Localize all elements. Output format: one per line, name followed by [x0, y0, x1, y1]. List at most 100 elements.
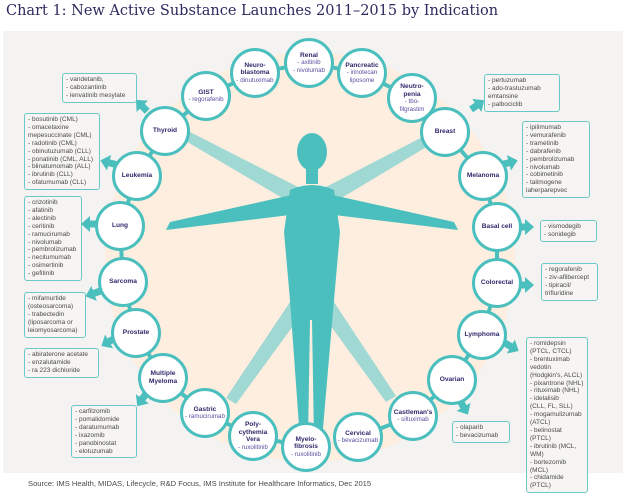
drug-list-item: - ra 223 dichloride: [28, 366, 81, 374]
drug-list-box-prostate: - abiraterone acetate - enzalutamide - ra …: [24, 348, 99, 378]
drug-list-box-multiplemyeloma: - carfilzomib - pomalidomide - daratumumab…: [71, 405, 137, 459]
drug-list-box-sarcoma: - mifamurtide (osteosarcoma) - trabectedi…: [24, 292, 86, 338]
drug-list-item: - ramucirumab: [28, 230, 70, 238]
drug-list-box-lymphoma: - romidepsin (PTCL, CTCL) - brentuximab v…: [526, 337, 588, 494]
indication-drugs: - bevacizumab: [337, 437, 379, 445]
drug-list-item: - osimertinib: [28, 262, 64, 270]
indication-circle-thyroid: Thyroid: [140, 106, 190, 156]
indication-name: Ovarian: [439, 376, 465, 384]
arrow-icon: [503, 339, 519, 354]
drug-list-item: - bortezomib (MCL): [530, 458, 567, 474]
drug-list-item: - ceritinib: [28, 222, 55, 230]
chart-title: Chart 1: New Active Substance Launches 2…: [6, 3, 499, 19]
spread-right-leg: [312, 290, 396, 402]
indication-name: Leukemia: [121, 172, 153, 180]
drug-list-item: - ofatumumab (CLL): [28, 179, 87, 187]
drug-list-item: - tipiracil/ trifluridine: [545, 281, 574, 297]
drug-list-item: - ado-trastuzumab emtansine: [488, 84, 541, 100]
drug-list-item: - afatinib: [28, 206, 53, 214]
drug-list-item: - elotuzumab: [75, 447, 113, 455]
indication-name: Melanoma: [466, 172, 500, 180]
drug-list-box-leukemia: - bosutinib (CML) - omacetaxine mepesucci…: [24, 113, 100, 191]
indication-circle-gastric: Gastric - ramucirumab: [180, 388, 230, 438]
indication-drugs: - tbo- filgrastim: [399, 98, 425, 113]
arrow-icon: [469, 98, 485, 113]
indication-circle-castlemans: Castleman's - siltuximab: [388, 391, 438, 441]
drug-list-item: - blinatumomab (ALL): [28, 163, 91, 171]
indication-name: Multiple Myeloma: [148, 370, 178, 385]
arrow-icon: [81, 216, 97, 232]
drug-list-item: - dabrafenib: [526, 147, 561, 155]
drug-list-box-breast: - pertuzumab - ado-trastuzumab emtansine -…: [484, 74, 560, 112]
indication-circle-pancreatic: Pancreatic - irinotecan liposome: [337, 48, 387, 98]
left-arm: [166, 194, 298, 230]
indication-circle-basalcell: Basal cell: [472, 202, 522, 252]
indication-name: GIST: [198, 88, 214, 96]
right-arm: [326, 194, 458, 230]
indication-circle-myelofibrosis: Myelo- fibrosis - ruxolitinib: [281, 422, 331, 472]
drug-list-item: - ipilimumab: [526, 124, 562, 131]
indication-name: Poly- cythemia Vera: [238, 420, 268, 444]
drug-list-item: - ibrutinib (CLL): [28, 171, 73, 179]
indication-name: Castleman's: [393, 408, 433, 416]
drug-list-item: - olaparib: [456, 424, 484, 431]
indication-drugs: - dinutuximab: [236, 76, 274, 84]
drug-list-item: - obinutuzumab (CLL): [28, 147, 91, 155]
drug-list-item: - panobinostat: [75, 439, 117, 447]
drug-list-item: - vandetanib,: [66, 76, 104, 83]
indication-name: Prostate: [122, 329, 150, 337]
indication-drugs: - irinotecan liposome: [346, 69, 378, 84]
drug-list-item: - vemurafenib: [526, 131, 566, 139]
drug-list-item: - ponatinib (CML, ALL): [28, 155, 94, 163]
indication-circle-neuroblastoma: Neuro- blastoma - dinutuximab: [230, 48, 280, 98]
drug-list-item: - necitumumab: [28, 254, 71, 262]
indication-name: Pancreatic: [345, 61, 379, 69]
drug-list-item: - bevacizumab: [456, 431, 499, 439]
indication-drugs: - siltuximab: [397, 416, 429, 424]
drug-list-item: - belinostat (PTCL): [530, 426, 562, 442]
drug-list-item: - mogamulizumab (ATCL): [530, 411, 582, 427]
drug-list-item: - ixazomib: [75, 431, 105, 439]
indication-circle-multiplemyeloma: Multiple Myeloma: [138, 353, 188, 403]
indication-circle-colorectal: Colorectal: [472, 258, 522, 308]
drug-list-item: - brentuximab vedotin (Hodgkin's, ALCL): [530, 355, 583, 379]
spread-left-leg: [226, 290, 312, 404]
indication-name: Neuro- blastoma: [240, 61, 270, 77]
indication-circle-renal: Renal - axitinib - nivolumab: [284, 38, 334, 88]
drug-list-item: - pembrolizumab: [28, 246, 77, 254]
indication-name: Renal: [300, 51, 318, 59]
indication-circle-polycythemiavera: Poly- cythemia Vera - ruxolitinib: [228, 411, 278, 461]
drug-list-item: - crizotinib: [28, 199, 58, 206]
indication-name: Breast: [434, 128, 456, 136]
indication-drugs: - ruxolitinib: [238, 443, 268, 451]
drug-list-item: - idelalisib (CLL, FL, SLL): [530, 395, 573, 411]
indication-circle-sarcoma: Sarcoma: [98, 257, 148, 307]
drug-list-box-colorectal: - regorafenib - ziv-aflibercept - tipiraci…: [541, 263, 598, 301]
raised-right-arm: [324, 132, 438, 206]
drug-list-item: - trabectedin (liposarcoma or leiomyosar…: [28, 310, 78, 334]
drug-list-item: - bosutinib (CML): [28, 116, 78, 123]
drug-list-item: - mifamurtide (osteosarcoma): [28, 295, 74, 310]
indication-circle-ovarian: Ovarian: [427, 355, 477, 405]
drug-list-item: - cabozantinib: [66, 83, 107, 91]
indication-circle-cervical: Cervical - bevacizumab: [333, 412, 383, 462]
drug-list-box-lung: - crizotinib - afatinib - alectinib - cerit…: [24, 196, 82, 282]
drug-list-item: - radotinib (CML): [28, 139, 77, 147]
drug-list-item: - pixantrone (NHL): [530, 379, 584, 387]
torso-and-legs: [284, 185, 340, 440]
indication-name: Myelo- fibrosis: [294, 435, 318, 451]
indication-drugs: - ruxolitinib: [291, 450, 321, 458]
drug-list-item: - rituximab (NHL): [530, 387, 580, 395]
drug-list-item: - gefitinib: [28, 270, 55, 278]
drug-list-item: - chidamide (PTCL): [530, 474, 564, 490]
drug-list-item: - sonidegib: [544, 230, 576, 238]
drug-list-item: - enzalutamide: [28, 358, 71, 366]
drug-list-box-ovarian: - olaparib - bevacizumab: [452, 421, 510, 443]
drug-list-item: - abiraterone acetate: [28, 351, 88, 358]
indication-drugs: - axitinib - nivolumab: [293, 59, 325, 74]
drug-list-item: - daratumumab: [75, 423, 120, 431]
drug-list-item: - nivolumab: [526, 163, 560, 171]
indication-circle-prostate: Prostate: [111, 308, 161, 358]
indication-name: Gastric: [193, 405, 217, 413]
